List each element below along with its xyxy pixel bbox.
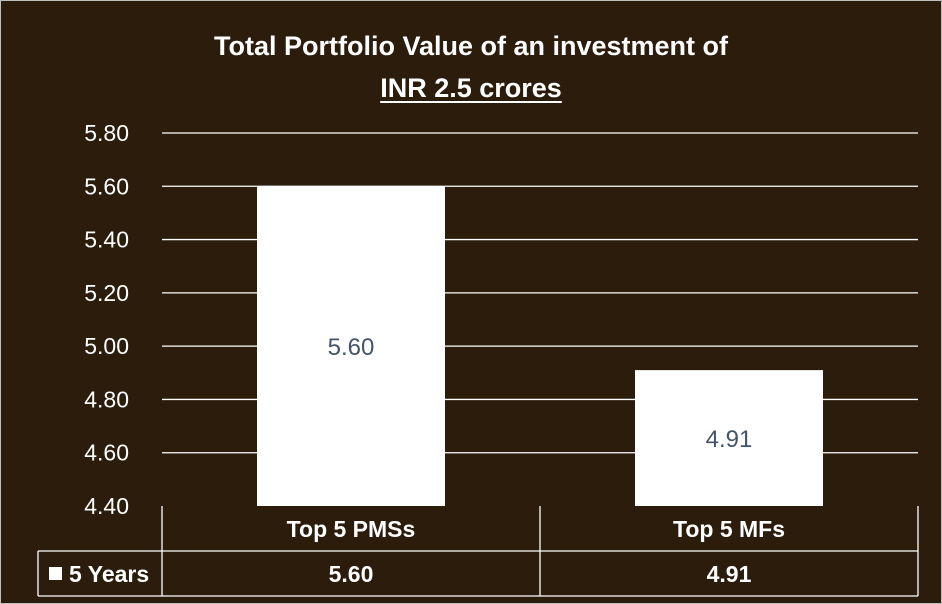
y-tick-label: 5.80 bbox=[84, 120, 129, 146]
legend-label: 5 Years bbox=[69, 561, 149, 587]
table-value: 5.60 bbox=[329, 561, 374, 587]
y-tick-label: 5.40 bbox=[84, 227, 129, 253]
bar bbox=[257, 186, 445, 507]
bars: 5.60 4.91 bbox=[257, 186, 823, 507]
x-category-label: Top 5 MFs bbox=[673, 516, 785, 542]
x-category-label: Top 5 PMSs bbox=[287, 516, 416, 542]
y-tick-label: 5.60 bbox=[84, 173, 129, 199]
bar-value-label: 5.60 bbox=[328, 334, 375, 361]
chart-title-line2: INR 2.5 crores bbox=[380, 73, 562, 103]
y-tick-label: 4.60 bbox=[84, 440, 129, 466]
bar bbox=[635, 370, 823, 506]
legend-key bbox=[49, 567, 62, 580]
y-tick-label: 4.40 bbox=[84, 493, 129, 519]
y-tick-label: 4.80 bbox=[84, 386, 129, 412]
y-tick-label: 5.20 bbox=[84, 280, 129, 306]
chart-title-line1: Total Portfolio Value of an investment o… bbox=[213, 31, 729, 61]
bar-value-label: 4.91 bbox=[706, 426, 753, 453]
table-value: 4.91 bbox=[707, 561, 752, 587]
y-axis: 4.40 4.60 4.80 5.00 5.20 5.40 5.60 5.80 bbox=[84, 120, 129, 519]
y-tick-label: 5.00 bbox=[84, 333, 129, 359]
data-table: Top 5 PMSs 5.60 Top 5 MFs 4.91 5 Years bbox=[37, 506, 919, 597]
